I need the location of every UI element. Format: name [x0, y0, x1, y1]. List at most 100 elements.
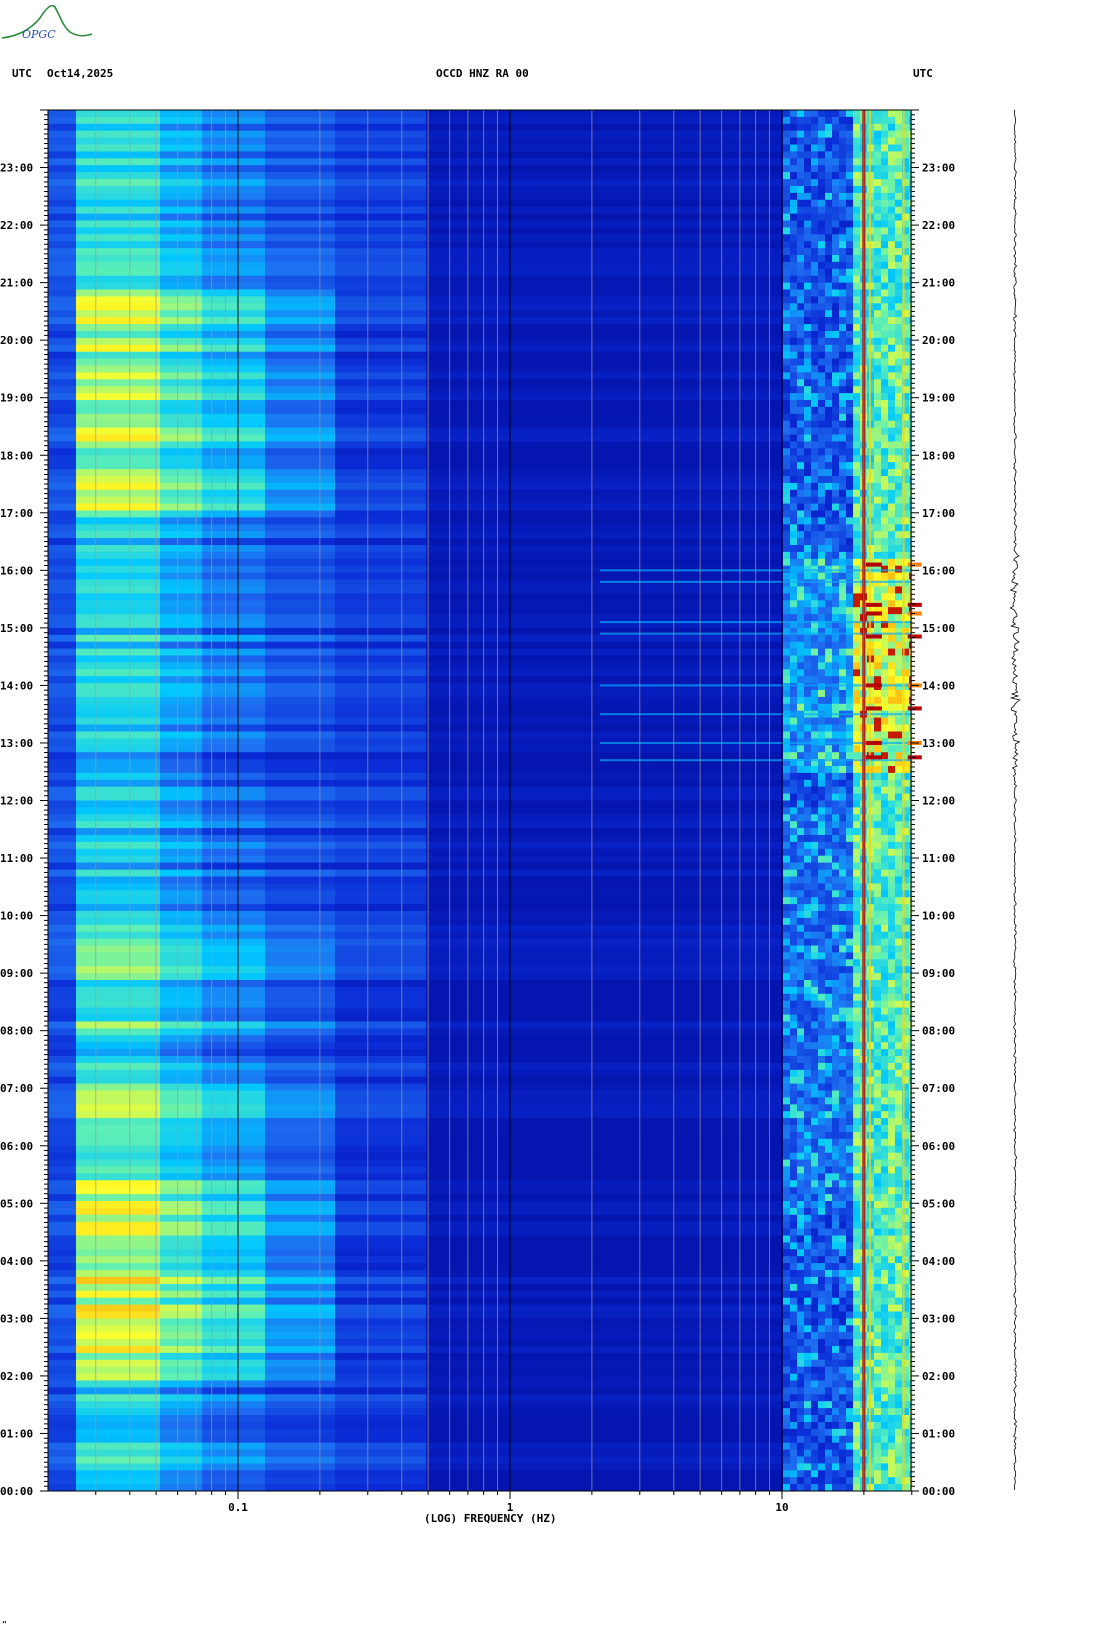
spectrogram-cell [790, 261, 797, 270]
spectrogram-cell [888, 110, 895, 118]
spectrogram-cell [503, 220, 510, 228]
spectrogram-cell [132, 144, 139, 152]
spectrogram-cell [475, 337, 482, 346]
spectrogram-cell [62, 172, 69, 180]
spectrogram-cell [909, 358, 911, 366]
spectrogram-cell [293, 337, 300, 346]
spectrogram-cell [104, 206, 111, 214]
spectrogram-cell [650, 275, 657, 283]
spectrogram-cell [188, 282, 195, 290]
spectrogram-cell [349, 303, 356, 311]
spectrogram-cell [314, 282, 321, 290]
spectrogram-cell [279, 255, 286, 263]
spectrogram-cell [650, 324, 657, 332]
spectrogram-cell [839, 296, 846, 304]
spectrogram-cell [363, 123, 370, 132]
spectrogram-cell [447, 144, 454, 152]
spectrogram-cell [433, 130, 440, 138]
spectrogram-cell [342, 310, 349, 318]
spectrogram-cell [202, 365, 209, 373]
spectrogram-cell [244, 386, 251, 394]
spectrogram-cell [286, 199, 293, 208]
spectrogram-cell [216, 310, 223, 318]
spectrogram-cell [790, 289, 797, 297]
spectrogram-cell [454, 365, 461, 373]
spectrogram-cell [216, 261, 223, 270]
spectrogram-cell [538, 268, 545, 277]
spectrogram-cell [69, 358, 76, 366]
spectrogram-cell [195, 296, 202, 304]
spectrogram-cell [769, 172, 776, 180]
spectrogram-cell [776, 275, 783, 283]
spectrogram-cell [566, 358, 573, 366]
spectrogram-cell [181, 282, 188, 290]
spectrogram-cell [237, 268, 244, 277]
spectrogram-cell [265, 331, 272, 339]
spectrogram-cell [188, 310, 195, 318]
spectrogram-cell [727, 337, 734, 346]
spectrogram-cell [664, 261, 671, 270]
spectrogram-cell [720, 344, 727, 353]
spectrogram-cell [902, 310, 909, 318]
spectrogram-cell [692, 220, 699, 228]
spectrogram-cell [181, 144, 188, 152]
spectrogram-cell [321, 317, 328, 325]
spectrogram-cell [720, 227, 727, 235]
spectrogram-cell [181, 379, 188, 387]
spectrogram-cell [825, 358, 832, 366]
spectrogram-cell [167, 192, 174, 201]
spectrogram-cell [741, 261, 748, 270]
spectrogram-cell [272, 172, 279, 180]
spectrogram-cell [202, 165, 209, 173]
spectrogram-cell [139, 179, 146, 187]
spectrogram-cell [776, 110, 783, 118]
spectrogram-cell [510, 337, 517, 346]
spectrogram-cell [433, 303, 440, 311]
spectrogram-cell [90, 165, 97, 173]
spectrogram-cell [538, 296, 545, 304]
spectrogram-cell [125, 144, 132, 152]
spectrogram-cell [895, 261, 902, 270]
spectrogram-cell [48, 351, 55, 359]
spectrogram-cell [720, 192, 727, 201]
spectrogram-cell [846, 331, 853, 339]
spectrogram-cell [258, 144, 265, 152]
spectrogram-cell [811, 351, 818, 359]
spectrogram-cell [769, 268, 776, 277]
spectrogram-cell [482, 179, 489, 187]
spectrogram-cell [482, 227, 489, 235]
spectrogram-cell [223, 386, 230, 394]
spectrogram-cell [69, 248, 76, 256]
spectrogram-cell [48, 261, 55, 270]
spectrogram-cell [713, 261, 720, 270]
spectrogram-cell [48, 199, 55, 208]
spectrogram-cell [839, 123, 846, 132]
spectrogram-cell [426, 372, 433, 380]
spectrogram-cell [419, 123, 426, 132]
spectrogram-cell [265, 110, 272, 118]
spectrogram-cell [727, 179, 734, 187]
spectrogram-cell [720, 261, 727, 270]
spectrogram-cell [685, 268, 692, 277]
spectrogram-cell [629, 227, 636, 235]
spectrogram-cell [139, 172, 146, 180]
spectrogram-cell [426, 289, 433, 297]
spectrogram-cell [307, 151, 314, 159]
spectrogram-cell [391, 365, 398, 373]
spectrogram-cell [776, 248, 783, 256]
spectrogram-cell [888, 199, 895, 208]
spectrogram-cell [587, 289, 594, 297]
spectrogram-cell [349, 227, 356, 235]
spectrogram-cell [734, 337, 741, 346]
spectrogram-cell [783, 179, 790, 187]
spectrogram-cell [671, 331, 678, 339]
spectrogram-cell [846, 241, 853, 249]
spectrogram-cell [132, 289, 139, 297]
spectrogram-cell [118, 303, 125, 311]
spectrogram-cell [83, 137, 90, 145]
spectrogram-cell [503, 241, 510, 249]
spectrogram-cell [720, 365, 727, 373]
spectrogram-cell [328, 317, 335, 325]
spectrogram-cell [811, 130, 818, 138]
spectrogram-cell [566, 158, 573, 166]
